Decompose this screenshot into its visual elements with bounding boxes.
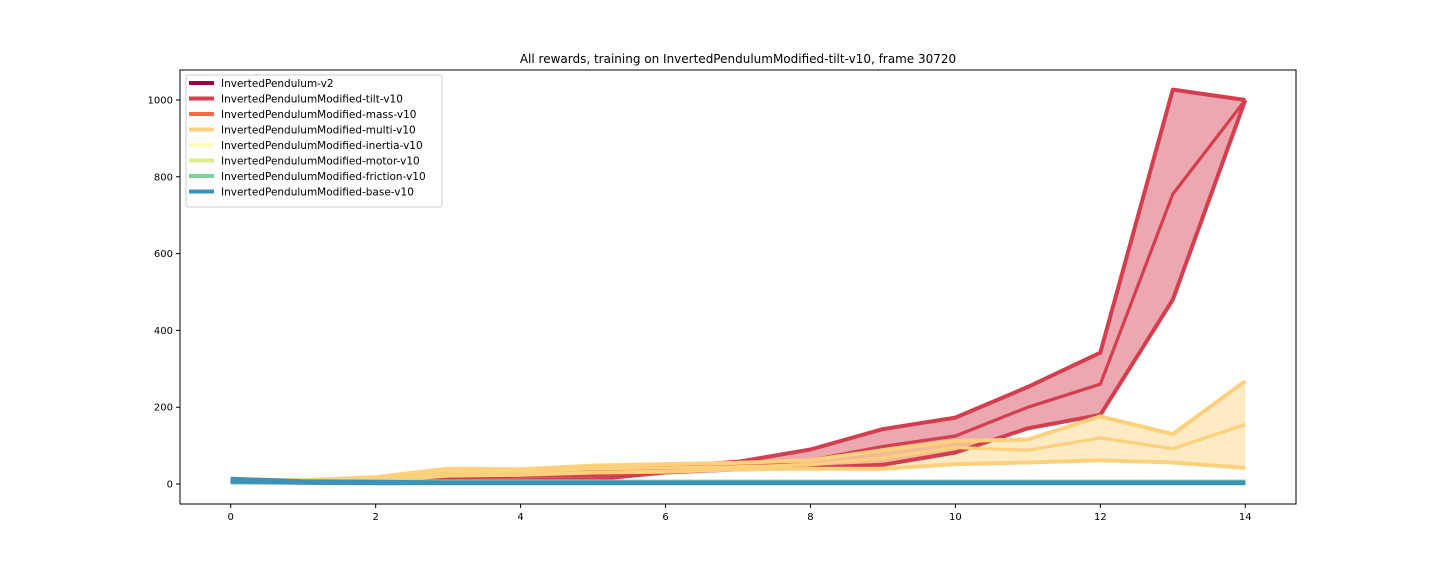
lines-layer	[230, 87, 1248, 486]
legend-label-invertedpendulum-v2: InvertedPendulum-v2	[221, 78, 334, 90]
legend-label-invertedpendulummodified-multi-v10: InvertedPendulumModified-multi-v10	[221, 125, 416, 137]
legend-label-invertedpendulummodified-base-v10: InvertedPendulumModified-base-v10	[221, 187, 414, 199]
series-line-lower-invertedpendulummodified-multi-v10	[230, 458, 1246, 485]
legend-label-invertedpendulummodified-friction-v10: InvertedPendulumModified-friction-v10	[221, 171, 426, 183]
legend-box	[185, 74, 443, 208]
legend-label-invertedpendulummodified-inertia-v10: InvertedPendulumModified-inertia-v10	[221, 140, 423, 152]
plot-frame	[179, 69, 1297, 505]
x-tick-label: 0	[228, 512, 234, 523]
band-invertedpendulummodified-multi-v10	[230, 381, 1246, 483]
y-tick-label: 0	[167, 480, 173, 491]
legend: InvertedPendulum-v2 InvertedPendulumModif…	[185, 74, 443, 208]
series-line-mean-invertedpendulummodified-base-v10	[230, 479, 1246, 485]
legend-label-invertedpendulummodified-motor-v10: InvertedPendulumModified-motor-v10	[221, 156, 420, 168]
y-tick-label: 200	[154, 403, 173, 414]
chart-title: All rewards, training on InvertedPendulu…	[520, 52, 956, 66]
x-tick-label: 4	[517, 512, 523, 523]
x-tick-label: 12	[1094, 512, 1107, 523]
y-tick-label: 400	[154, 326, 173, 337]
series-line-upper-invertedpendulummodified-multi-v10	[230, 379, 1247, 483]
x-tick-label: 6	[662, 512, 668, 523]
y-tick-label: 600	[154, 249, 173, 260]
x-axis: 0 2 4 6 8 10 12 14	[228, 504, 1252, 523]
x-tick-label: 14	[1239, 512, 1252, 523]
legend-label-invertedpendulummodified-mass-v10: InvertedPendulumModified-mass-v10	[221, 109, 416, 121]
x-tick-label: 2	[372, 512, 378, 523]
x-tick-label: 8	[807, 512, 813, 523]
legend-label-invertedpendulummodified-tilt-v10: InvertedPendulumModified-tilt-v10	[221, 94, 403, 106]
y-tick-label: 1000	[148, 95, 173, 106]
y-tick-label: 800	[154, 172, 173, 183]
y-axis: 0 200 400 600 800 1000	[148, 95, 180, 491]
series-line-mean-invertedpendulummodified-multi-v10	[230, 422, 1246, 483]
x-tick-label: 10	[949, 512, 962, 523]
